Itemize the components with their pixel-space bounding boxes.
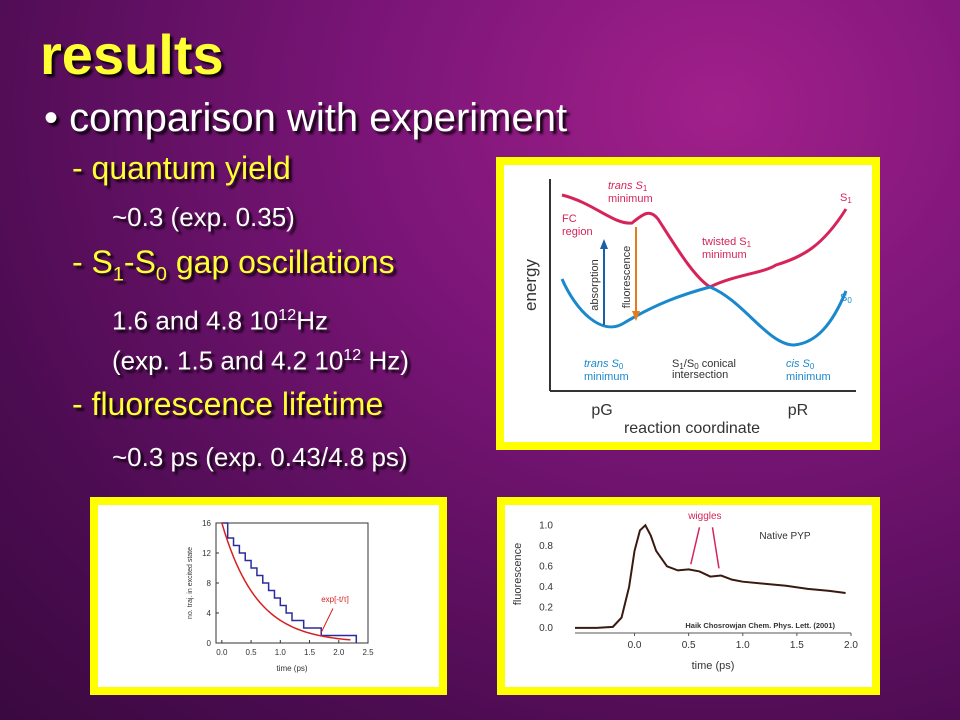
heading-gap-oscillations: - S1-S0 gap oscillations	[72, 244, 395, 286]
heading-fluorescence-lifetime: - fluorescence lifetime	[72, 386, 384, 422]
energy-diagram-panel: energy pG pR reaction coordinate absorpt…	[496, 157, 880, 450]
citation-label: Haik Chosrowjan Chem. Phys. Lett. (2001)	[685, 621, 835, 630]
x-axis-label: time (ps)	[276, 664, 307, 673]
bullet-comparison: • comparison with experiment	[44, 96, 568, 140]
x-tick-pR: pR	[788, 402, 808, 419]
detail-quantum-yield: ~0.3 (exp. 0.35)	[112, 202, 295, 232]
absorption-arrowhead	[600, 239, 608, 249]
exp-fit-curve	[221, 522, 351, 641]
x-tick-label: 0.0	[628, 640, 642, 651]
x-tick-label: 2.5	[362, 648, 374, 657]
heading-quantum-yield: - quantum yield	[72, 150, 291, 186]
y-tick-label: 16	[202, 519, 211, 528]
s0-curve	[560, 278, 848, 347]
x-tick-label: 0.0	[216, 648, 228, 657]
s0-label: S0	[840, 292, 852, 305]
y-axis-label: energy	[521, 259, 540, 311]
trans-s0-label: trans S0 minimum	[584, 358, 629, 383]
legend-label: Native PYP	[759, 531, 810, 542]
x-tick-label: 2.0	[844, 640, 858, 651]
plot-frame	[215, 522, 369, 644]
s1-label: S1	[840, 192, 852, 205]
x-axis-label: time (ps)	[692, 660, 735, 672]
fluorescence-arrowhead	[632, 311, 640, 321]
y-axis-label: no. traj. in excited state	[187, 547, 194, 619]
wiggles-arrow-left	[690, 527, 701, 565]
x-axis-label: reaction coordinate	[624, 420, 760, 437]
x-tick-pG: pG	[591, 402, 612, 419]
wiggles-arrow-right	[711, 527, 720, 569]
detail-fluorescence-lifetime: ~0.3 ps (exp. 0.43/4.8 ps)	[112, 442, 408, 472]
y-tick-label: 0.6	[539, 561, 553, 572]
absorption-label: absorption	[589, 259, 601, 310]
y-tick-label: 0.0	[539, 623, 553, 634]
x-tick-label: 2.0	[333, 648, 345, 657]
cis-s0-label: cis S0 minimum	[786, 358, 831, 383]
y-tick-label: 0.4	[539, 582, 553, 593]
y-axis-label: fluorescence	[512, 543, 524, 605]
y-tick-label: 0	[207, 639, 212, 648]
x-tick-label: 1.5	[304, 648, 316, 657]
fluorescence-chart-panel: 0.0 0.5 1.0 1.5 2.0 0.0 0.2 0.4 0.6 0.8 1.0 time (p…	[497, 497, 880, 695]
wiggles-label: wiggles	[687, 511, 721, 522]
annotation-arrow	[320, 608, 334, 633]
exp-fit-label: exp[-t/τ]	[321, 595, 349, 604]
x-tick-label: 1.0	[736, 640, 750, 651]
x-tick-label: 1.5	[790, 640, 804, 651]
y-tick-label: 8	[207, 579, 212, 588]
slide-title: results	[40, 23, 224, 86]
twisted-s1-label: twisted S1 minimum	[702, 236, 752, 261]
fluorescence-label: fluorescence	[621, 246, 633, 308]
y-tick-label: 0.8	[539, 541, 553, 552]
x-tick-label: 1.0	[275, 648, 287, 657]
y-tick-label: 0.2	[539, 602, 553, 613]
step-series	[221, 522, 358, 643]
energy-diagram: energy pG pR reaction coordinate absorpt…	[521, 179, 856, 437]
y-tick-label: 12	[202, 549, 211, 558]
trajectory-chart: 0.0 0.5 1.0 1.5 2.0 2.5 0 4 8 12 16 time (ps) no. tr…	[187, 519, 374, 673]
y-tick-label: 4	[207, 609, 212, 618]
s1-curve	[561, 193, 848, 289]
conical-intersection-label: S1/S0 conical intersection	[672, 358, 736, 381]
x-tick-label: 0.5	[246, 648, 258, 657]
fluorescence-trace	[575, 523, 846, 629]
detail-gap-oscillations: 1.6 and 4.8 1012Hz (exp. 1.5 and 4.2 101…	[112, 305, 409, 376]
trajectory-chart-panel: 0.0 0.5 1.0 1.5 2.0 2.5 0 4 8 12 16 time (ps) no. tr…	[90, 497, 447, 695]
x-tick-label: 0.5	[682, 640, 696, 651]
trans-s1-label: trans S1 minimum	[608, 180, 653, 205]
fc-region-label: FC region	[562, 213, 593, 238]
y-tick-label: 1.0	[539, 520, 553, 531]
